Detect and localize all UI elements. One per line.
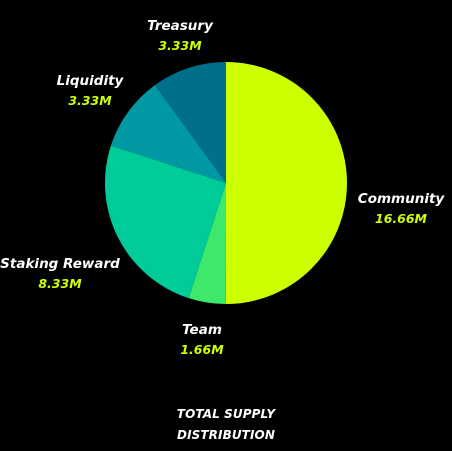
slice-value-liquidity: 3.33M [68,93,112,108]
pie-slice-staking-reward [105,145,226,299]
slice-label-team: Team [182,322,222,338]
pie-labels: Community 16.66M Team 1.66M Staking Reward 8.… [0,18,445,357]
slice-label-community: Community [358,191,446,207]
slice-value-community: 16.66M [375,211,428,226]
slice-value-staking-reward: 8.33M [38,276,82,291]
slice-label-staking-reward: Staking Reward [0,256,120,272]
slice-label-treasury: Treasury [147,18,214,34]
chart-title-line-2: DISTRIBUTION [177,428,275,442]
pie-slice-community [225,62,347,305]
pie-slice-liquidity [110,85,226,183]
slice-value-team: 1.66M [180,342,224,357]
pie-slice-treasury [154,62,226,183]
slice-label-liquidity: Liquidity [57,73,125,89]
slice-value-treasury: 3.33M [158,38,202,53]
chart-title-line-1: TOTAL SUPPLY [176,407,276,421]
pie-slices [105,62,347,305]
pie-slice-team [188,183,226,304]
